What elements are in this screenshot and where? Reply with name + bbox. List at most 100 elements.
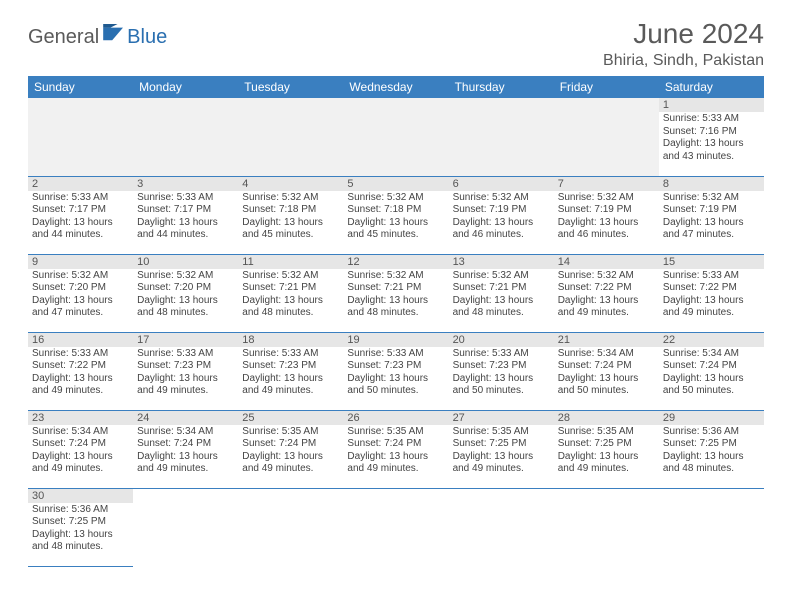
day-line: and 47 minutes. xyxy=(32,307,129,320)
day-details: Sunrise: 5:33 AMSunset: 7:17 PMDaylight:… xyxy=(28,191,133,245)
day-line: Sunset: 7:23 PM xyxy=(137,360,234,373)
day-details: Sunrise: 5:33 AMSunset: 7:23 PMDaylight:… xyxy=(343,347,448,401)
day-line: Sunrise: 5:32 AM xyxy=(347,192,444,205)
day-details: Sunrise: 5:32 AMSunset: 7:18 PMDaylight:… xyxy=(238,191,343,245)
day-line: Daylight: 13 hours xyxy=(453,217,550,230)
calendar-row: 2Sunrise: 5:33 AMSunset: 7:17 PMDaylight… xyxy=(28,176,764,254)
day-line: Sunrise: 5:32 AM xyxy=(663,192,760,205)
day-line: Daylight: 13 hours xyxy=(663,138,760,151)
day-line: Sunrise: 5:33 AM xyxy=(32,348,129,361)
day-line: Sunrise: 5:33 AM xyxy=(663,113,760,126)
day-line: Sunset: 7:23 PM xyxy=(242,360,339,373)
day-details: Sunrise: 5:36 AMSunset: 7:25 PMDaylight:… xyxy=(28,503,133,557)
day-line: and 48 minutes. xyxy=(242,307,339,320)
day-line: and 50 minutes. xyxy=(663,385,760,398)
day-line: Daylight: 13 hours xyxy=(558,217,655,230)
day-line: Daylight: 13 hours xyxy=(242,373,339,386)
day-line: and 44 minutes. xyxy=(32,229,129,242)
location: Bhiria, Sindh, Pakistan xyxy=(603,52,764,70)
day-line: and 49 minutes. xyxy=(137,385,234,398)
day-line: Daylight: 13 hours xyxy=(32,529,129,542)
calendar-blank xyxy=(343,488,448,566)
day-line: Sunset: 7:21 PM xyxy=(347,282,444,295)
day-number: 22 xyxy=(659,333,764,347)
calendar-day: 20Sunrise: 5:33 AMSunset: 7:23 PMDayligh… xyxy=(449,332,554,410)
day-line: and 49 minutes. xyxy=(242,463,339,476)
day-line: Sunset: 7:19 PM xyxy=(663,204,760,217)
day-number: 3 xyxy=(133,177,238,191)
calendar-day: 10Sunrise: 5:32 AMSunset: 7:20 PMDayligh… xyxy=(133,254,238,332)
calendar-day: 21Sunrise: 5:34 AMSunset: 7:24 PMDayligh… xyxy=(554,332,659,410)
day-line: Sunset: 7:24 PM xyxy=(558,360,655,373)
day-line: Daylight: 13 hours xyxy=(453,373,550,386)
day-line: and 49 minutes. xyxy=(137,463,234,476)
calendar-row: 16Sunrise: 5:33 AMSunset: 7:22 PMDayligh… xyxy=(28,332,764,410)
day-details: Sunrise: 5:34 AMSunset: 7:24 PMDaylight:… xyxy=(659,347,764,401)
calendar-day: 6Sunrise: 5:32 AMSunset: 7:19 PMDaylight… xyxy=(449,176,554,254)
day-line: Sunset: 7:24 PM xyxy=(137,438,234,451)
day-line: Sunset: 7:19 PM xyxy=(453,204,550,217)
calendar-day: 30Sunrise: 5:36 AMSunset: 7:25 PMDayligh… xyxy=(28,488,133,566)
day-line: Sunset: 7:22 PM xyxy=(663,282,760,295)
day-details: Sunrise: 5:33 AMSunset: 7:22 PMDaylight:… xyxy=(659,269,764,323)
day-line: Daylight: 13 hours xyxy=(32,217,129,230)
day-number: 1 xyxy=(659,98,764,112)
day-details: Sunrise: 5:32 AMSunset: 7:19 PMDaylight:… xyxy=(659,191,764,245)
day-details: Sunrise: 5:33 AMSunset: 7:23 PMDaylight:… xyxy=(133,347,238,401)
calendar-day: 8Sunrise: 5:32 AMSunset: 7:19 PMDaylight… xyxy=(659,176,764,254)
calendar-day: 28Sunrise: 5:35 AMSunset: 7:25 PMDayligh… xyxy=(554,410,659,488)
day-line: Sunset: 7:25 PM xyxy=(558,438,655,451)
day-details: Sunrise: 5:35 AMSunset: 7:24 PMDaylight:… xyxy=(343,425,448,479)
day-number: 25 xyxy=(238,411,343,425)
day-line: and 49 minutes. xyxy=(558,307,655,320)
day-line: Sunset: 7:21 PM xyxy=(453,282,550,295)
day-line: Sunrise: 5:34 AM xyxy=(32,426,129,439)
day-number: 9 xyxy=(28,255,133,269)
day-line: Sunset: 7:24 PM xyxy=(242,438,339,451)
day-number: 2 xyxy=(28,177,133,191)
day-line: Daylight: 13 hours xyxy=(347,217,444,230)
weekday-header: Monday xyxy=(133,76,238,98)
day-details: Sunrise: 5:33 AMSunset: 7:17 PMDaylight:… xyxy=(133,191,238,245)
day-line: Sunrise: 5:34 AM xyxy=(663,348,760,361)
day-line: Sunset: 7:22 PM xyxy=(32,360,129,373)
day-line: Sunrise: 5:33 AM xyxy=(347,348,444,361)
day-line: Daylight: 13 hours xyxy=(663,217,760,230)
day-line: Sunset: 7:16 PM xyxy=(663,126,760,139)
calendar-row: 30Sunrise: 5:36 AMSunset: 7:25 PMDayligh… xyxy=(28,488,764,566)
day-line: Sunrise: 5:35 AM xyxy=(558,426,655,439)
day-line: Sunrise: 5:32 AM xyxy=(32,270,129,283)
day-details: Sunrise: 5:34 AMSunset: 7:24 PMDaylight:… xyxy=(28,425,133,479)
day-line: Sunset: 7:21 PM xyxy=(242,282,339,295)
day-line: and 49 minutes. xyxy=(32,463,129,476)
day-line: Daylight: 13 hours xyxy=(347,295,444,308)
day-line: Daylight: 13 hours xyxy=(558,295,655,308)
day-line: Daylight: 13 hours xyxy=(663,451,760,464)
day-number: 24 xyxy=(133,411,238,425)
day-line: and 50 minutes. xyxy=(558,385,655,398)
day-line: and 50 minutes. xyxy=(347,385,444,398)
day-line: Sunrise: 5:32 AM xyxy=(453,192,550,205)
weekday-header: Sunday xyxy=(28,76,133,98)
day-number: 5 xyxy=(343,177,448,191)
calendar-day: 5Sunrise: 5:32 AMSunset: 7:18 PMDaylight… xyxy=(343,176,448,254)
day-line: Daylight: 13 hours xyxy=(137,373,234,386)
calendar-blank xyxy=(449,98,554,176)
day-line: and 44 minutes. xyxy=(137,229,234,242)
day-details: Sunrise: 5:32 AMSunset: 7:21 PMDaylight:… xyxy=(238,269,343,323)
day-details: Sunrise: 5:33 AMSunset: 7:23 PMDaylight:… xyxy=(449,347,554,401)
calendar-day: 12Sunrise: 5:32 AMSunset: 7:21 PMDayligh… xyxy=(343,254,448,332)
day-line: Daylight: 13 hours xyxy=(347,373,444,386)
day-line: Daylight: 13 hours xyxy=(663,295,760,308)
day-line: Sunset: 7:23 PM xyxy=(453,360,550,373)
weekday-header: Saturday xyxy=(659,76,764,98)
calendar-day: 11Sunrise: 5:32 AMSunset: 7:21 PMDayligh… xyxy=(238,254,343,332)
calendar-day: 14Sunrise: 5:32 AMSunset: 7:22 PMDayligh… xyxy=(554,254,659,332)
weekday-header: Wednesday xyxy=(343,76,448,98)
day-line: and 46 minutes. xyxy=(558,229,655,242)
day-number: 20 xyxy=(449,333,554,347)
calendar-blank xyxy=(238,98,343,176)
day-line: Sunset: 7:20 PM xyxy=(137,282,234,295)
day-line: and 45 minutes. xyxy=(347,229,444,242)
calendar-day: 29Sunrise: 5:36 AMSunset: 7:25 PMDayligh… xyxy=(659,410,764,488)
